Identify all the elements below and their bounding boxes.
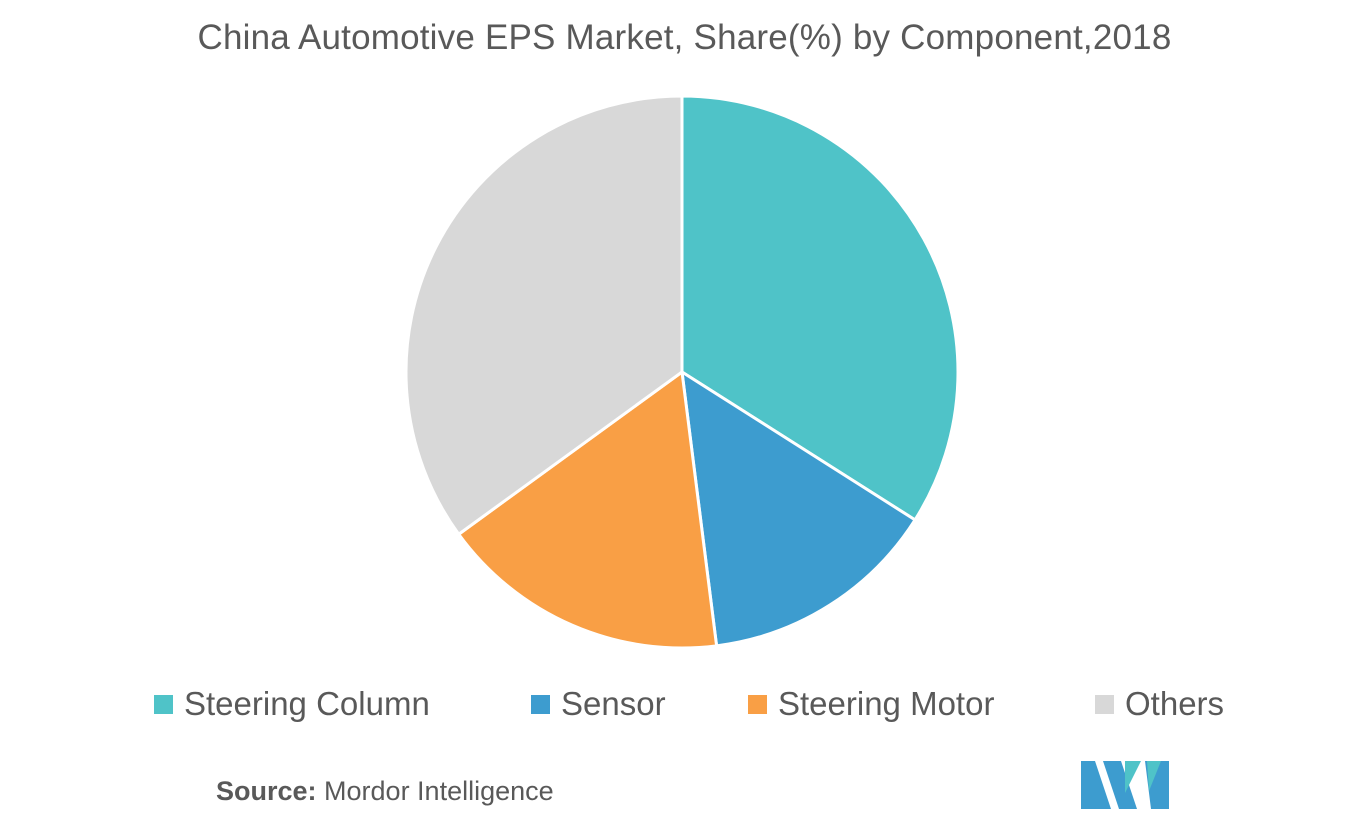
legend-label-steering-column: Steering Column xyxy=(184,685,430,722)
pie-slice-sensor xyxy=(680,370,917,648)
logo-shape-mid-light xyxy=(1125,761,1141,793)
legend-item-steering-column: Steering Column xyxy=(154,682,430,726)
legend-label-steering-motor: Steering Motor xyxy=(778,685,995,722)
source-note: Source: Mordor Intelligence xyxy=(216,776,554,807)
logo-shape-mid-dark xyxy=(1103,761,1137,809)
chart-legend: Steering Column Sensor Steering Motor Ot… xyxy=(0,682,1369,726)
source-value: Mordor Intelligence xyxy=(316,776,554,806)
logo-shape-right-accent xyxy=(1147,761,1161,791)
legend-swatch-sensor xyxy=(531,694,550,714)
pie-slice-others xyxy=(404,94,684,536)
legend-item-sensor: Sensor xyxy=(531,682,666,726)
legend-item-steering-motor: Steering Motor xyxy=(748,682,994,726)
legend-swatch-others xyxy=(1095,694,1114,714)
legend-swatch-steering-column xyxy=(154,694,173,714)
source-key: Source: xyxy=(216,776,317,806)
pie-slice-steering-motor xyxy=(457,370,719,650)
legend-swatch-steering-motor xyxy=(748,694,767,714)
legend-item-others: Others xyxy=(1095,682,1224,726)
legend-label-sensor: Sensor xyxy=(561,685,666,722)
chart-title: China Automotive EPS Market, Share(%) by… xyxy=(197,18,1172,57)
logo-shape-left xyxy=(1081,761,1111,809)
legend-label-others: Others xyxy=(1125,685,1225,722)
mordor-intelligence-logo xyxy=(1081,761,1169,809)
pie-slice-steering-column xyxy=(680,94,960,522)
